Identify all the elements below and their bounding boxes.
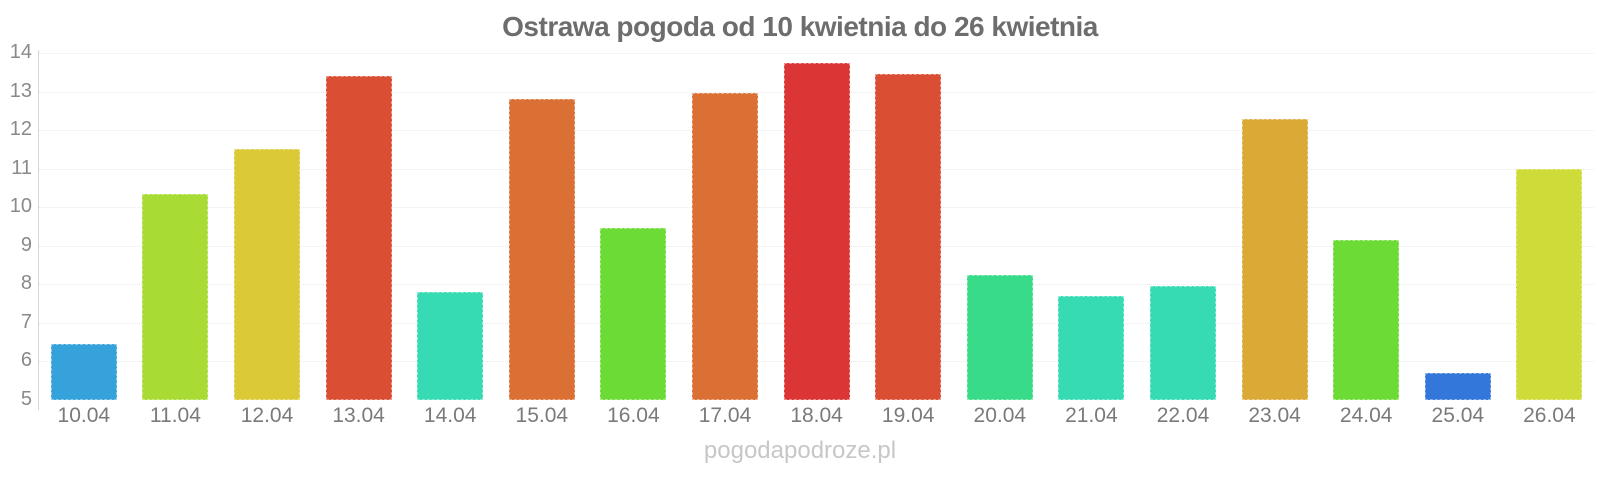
y-tick-label-6: 6 xyxy=(20,349,32,372)
bar-21.04 xyxy=(1058,295,1125,400)
x-tick-label-21.04: 21.04 xyxy=(1065,404,1118,427)
bar-19.04 xyxy=(875,74,942,400)
bar-20.04 xyxy=(966,274,1033,400)
x-tick-label-16.04: 16.04 xyxy=(607,404,660,427)
x-tick-label-24.04: 24.04 xyxy=(1339,404,1393,427)
chart-title: Ostrawa pogoda od 10 kwietnia do 26 kwie… xyxy=(502,11,1098,42)
bar-26.04 xyxy=(1516,168,1583,400)
y-tick-label-7: 7 xyxy=(20,310,32,333)
x-tick-label-13.04: 13.04 xyxy=(332,404,385,427)
x-tick-label-17.04: 17.04 xyxy=(698,404,752,427)
y-tick-label-14: 14 xyxy=(9,41,32,64)
y-tick-label-9: 9 xyxy=(20,233,32,256)
y-tick-label-10: 10 xyxy=(9,195,32,218)
bar-22.04 xyxy=(1150,286,1216,400)
x-tick-label-11.04: 11.04 xyxy=(149,404,201,427)
y-tick-label-12: 12 xyxy=(9,118,32,141)
bar-18.04 xyxy=(783,62,850,400)
bar-14.04 xyxy=(417,292,484,400)
bar-17.04 xyxy=(692,93,758,400)
bar-10.04 xyxy=(50,344,117,400)
bar-15.04 xyxy=(508,99,575,400)
x-tick-label-25.04: 25.04 xyxy=(1431,404,1485,427)
gridline-14 xyxy=(39,53,1594,54)
y-axis-line xyxy=(38,50,39,410)
x-tick-label-19.04: 19.04 xyxy=(881,404,935,427)
bar-23.04 xyxy=(1241,118,1308,400)
x-tick-label-23.04: 23.04 xyxy=(1248,404,1301,427)
y-tick-label-13: 13 xyxy=(9,79,32,102)
x-tick-label-14.04: 14.04 xyxy=(423,404,477,427)
x-tick-label-26.04: 26.04 xyxy=(1523,404,1576,427)
bar-25.04 xyxy=(1424,373,1491,400)
bar-11.04 xyxy=(142,193,209,400)
y-tick-label-11: 11 xyxy=(11,156,32,179)
y-tick-label-5: 5 xyxy=(20,388,32,411)
x-tick-label-15.04: 15.04 xyxy=(515,404,569,427)
bar-16.04 xyxy=(600,228,667,400)
bar-13.04 xyxy=(325,76,392,400)
x-tick-label-12.04: 12.04 xyxy=(240,404,294,427)
x-tick-label-20.04: 20.04 xyxy=(973,404,1027,427)
bar-24.04 xyxy=(1333,239,1400,400)
watermark: pogodapodroze.pl xyxy=(703,437,897,464)
x-tick-label-18.04: 18.04 xyxy=(790,404,843,427)
y-tick-label-8: 8 xyxy=(20,272,32,295)
x-tick-label-10.04: 10.04 xyxy=(57,404,111,427)
bar-12.04 xyxy=(234,149,300,400)
x-tick-label-22.04: 22.04 xyxy=(1156,404,1210,427)
